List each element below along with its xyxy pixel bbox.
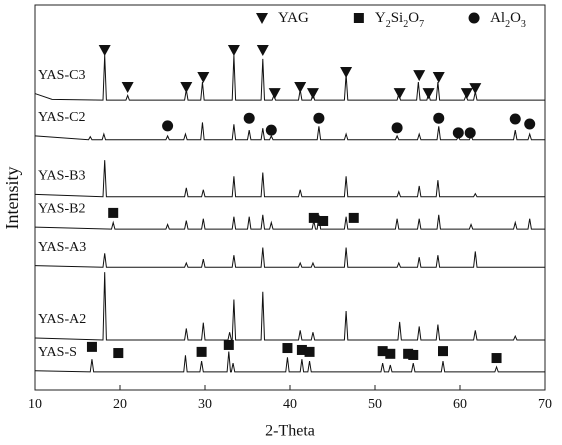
circle-marker (509, 113, 521, 125)
pattern-label: YAS-B2 (38, 201, 85, 216)
square-marker (408, 349, 419, 360)
circle-marker (265, 124, 277, 136)
circle-marker (391, 122, 403, 134)
triangle-marker (294, 82, 307, 94)
triangle-marker (432, 71, 445, 83)
pattern-line (34, 272, 545, 341)
x-tick-label: 70 (538, 397, 552, 412)
pattern-label: YAS-C3 (38, 68, 85, 83)
pattern-line (34, 351, 545, 373)
pattern-label: YAS-C2 (38, 110, 85, 125)
pattern-label: YAS-A3 (38, 240, 86, 255)
square-marker (296, 344, 307, 355)
triangle-marker (268, 88, 281, 100)
y-axis-label: Intensity (2, 167, 22, 230)
triangle-marker (256, 45, 269, 57)
square-marker (403, 348, 414, 359)
triangle-marker (460, 88, 473, 100)
square-marker (491, 353, 502, 364)
x-tick-label: 20 (113, 397, 127, 412)
pattern-line (34, 247, 545, 268)
triangle-marker (121, 82, 134, 94)
triangle-marker (413, 70, 426, 82)
square-marker (318, 215, 329, 226)
square-marker (385, 348, 396, 359)
pattern-label: YAS-S (38, 345, 77, 360)
triangle-marker (227, 45, 240, 57)
x-tick-label: 40 (283, 397, 297, 412)
x-tick-label: 30 (198, 397, 212, 412)
circle-marker (243, 112, 255, 124)
square-marker (223, 339, 234, 350)
triangle-marker (469, 83, 482, 95)
triangle-marker (306, 88, 319, 100)
square-marker (348, 212, 359, 223)
square-marker (377, 346, 388, 357)
triangle-marker (340, 66, 353, 78)
legend-symbol (256, 13, 268, 24)
circle-marker (313, 112, 325, 124)
plot-frame (34, 4, 546, 391)
triangle-marker (180, 82, 193, 94)
circle-marker (452, 127, 464, 139)
square-marker (108, 207, 119, 218)
triangle-marker (98, 45, 111, 57)
x-axis-label: 2-Theta (265, 423, 315, 440)
square-marker (304, 346, 315, 357)
legend-symbol (353, 13, 364, 23)
legend-symbol (468, 12, 480, 24)
square-marker (438, 346, 448, 357)
circle-marker (433, 112, 445, 124)
circle-marker (464, 127, 476, 139)
x-tick-label: 60 (453, 397, 467, 412)
triangle-marker (197, 71, 210, 83)
x-tick-label: 10 (28, 397, 42, 412)
legend-label: YAG (278, 10, 309, 26)
triangle-marker (393, 88, 406, 100)
circle-marker (524, 118, 536, 130)
square-marker (196, 346, 207, 357)
square-marker (308, 212, 319, 223)
legend-label: Y2Si2O7 (375, 10, 424, 29)
pattern-line (34, 122, 545, 141)
circle-marker (162, 120, 174, 132)
pattern-label: YAS-A2 (38, 312, 86, 327)
square-marker (282, 343, 293, 354)
square-marker (86, 341, 97, 352)
legend-label: Al2O3 (490, 10, 526, 29)
square-marker (113, 348, 124, 359)
pattern-line (34, 160, 545, 198)
x-tick-label: 50 (368, 397, 382, 412)
pattern-label: YAS-B3 (38, 169, 85, 184)
triangle-marker (422, 88, 435, 100)
pattern-line (34, 55, 545, 101)
